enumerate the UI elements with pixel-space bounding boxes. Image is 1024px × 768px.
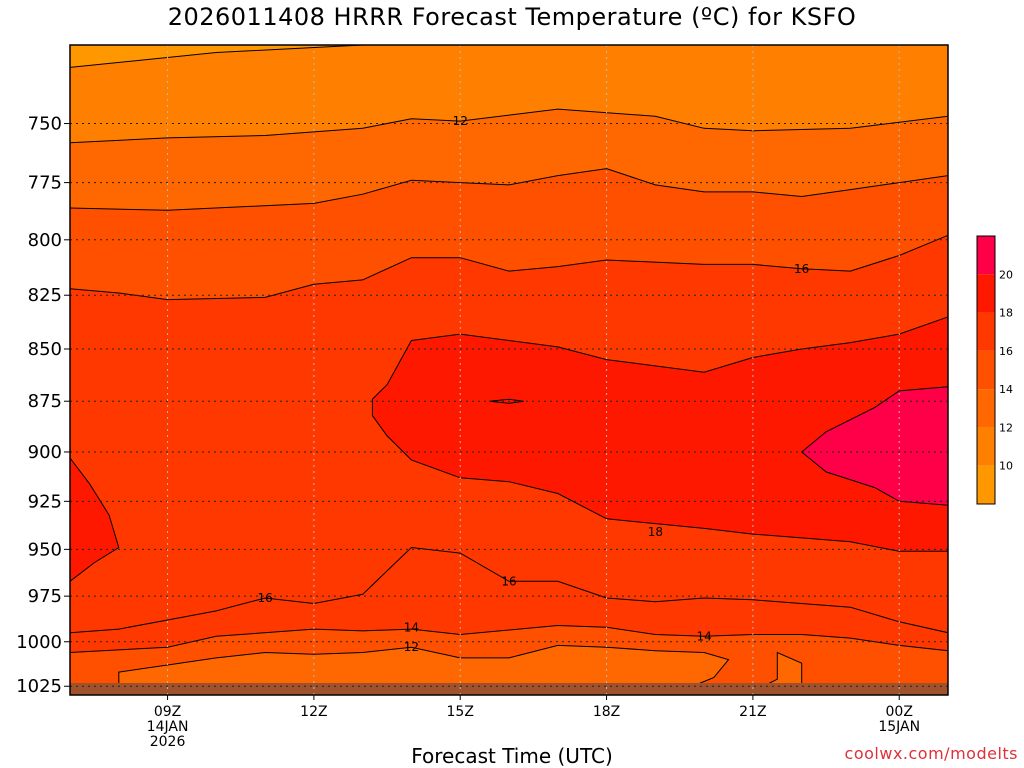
contour-label: 12 xyxy=(404,640,419,654)
y-tick-label: 1000 xyxy=(16,632,62,653)
isotherm-line xyxy=(69,108,949,144)
colorbar-frame xyxy=(976,235,996,505)
x-tick-label: 00Z xyxy=(886,704,913,720)
colorbar-tick-label: 10 xyxy=(999,460,1013,473)
y-tick-label: 850 xyxy=(28,339,62,360)
colorbar-tick-label: 14 xyxy=(999,383,1013,396)
isotherm-line xyxy=(69,168,949,211)
x-tick-label: 15Z xyxy=(447,704,474,720)
y-axis-ticks: 750 775 800 825 850 875 900 925 950 975 1000 1025 xyxy=(16,114,70,697)
temperature-region xyxy=(489,398,524,404)
contour-labels: 12 16 18 16 16 14 14 12 xyxy=(257,114,809,654)
y-tick-label: 875 xyxy=(28,391,62,412)
temperature-region-layer xyxy=(69,316,949,696)
contour-label: 16 xyxy=(257,591,272,605)
colorbar-segment xyxy=(977,274,995,313)
plot-frame xyxy=(69,44,949,696)
contour-label: 16 xyxy=(794,262,809,276)
contour-label: 16 xyxy=(501,574,516,588)
contour-label: 18 xyxy=(648,525,663,539)
contour-label: 14 xyxy=(696,629,711,643)
colorbar: 10 12 14 16 18 20 xyxy=(976,235,1013,505)
colorbar-tick-label: 12 xyxy=(999,421,1013,434)
credit-text: coolwx.com/modelts xyxy=(844,744,1018,763)
colorbar-segment xyxy=(977,350,995,390)
temperature-region xyxy=(371,316,949,552)
gridlines xyxy=(70,45,948,695)
x-tick-label: 18Z xyxy=(593,704,620,720)
temperature-region xyxy=(118,644,730,692)
chart-title: 2026011408 HRRR Forecast Temperature (ºC… xyxy=(167,3,857,31)
colorbar-segment xyxy=(977,389,995,428)
x-tick-label: 21Z xyxy=(739,704,766,720)
x-tick-label: 09Z xyxy=(154,704,181,720)
colorbar-tick-label: 18 xyxy=(999,307,1013,320)
colorbar-segment xyxy=(977,427,995,466)
x-axis-title: Forecast Time (UTC) xyxy=(411,744,613,768)
colorbar-segment xyxy=(977,312,995,351)
y-tick-label: 775 xyxy=(28,173,62,194)
y-tick-label: 825 xyxy=(28,285,62,306)
contour-label: 12 xyxy=(453,114,468,128)
x-tick-label: 12Z xyxy=(300,704,327,720)
y-tick-label: 800 xyxy=(28,230,62,251)
ground-strip xyxy=(70,683,948,695)
temperature-region xyxy=(800,386,949,506)
colorbar-tick-label: 20 xyxy=(999,268,1013,281)
y-tick-label: 950 xyxy=(28,539,62,560)
x-tick-label: 15JAN xyxy=(878,719,920,735)
contour-label: 14 xyxy=(404,620,419,634)
y-tick-label: 975 xyxy=(28,586,62,607)
y-tick-label: 900 xyxy=(28,442,62,463)
x-tick-label: 2026 xyxy=(150,734,186,750)
colorbar-tick-label: 16 xyxy=(999,345,1013,358)
colorbar-segment xyxy=(977,236,995,275)
x-tick-label: 14JAN xyxy=(147,719,189,735)
colorbar-segment xyxy=(977,465,995,504)
isotherm-line xyxy=(69,234,949,301)
y-tick-label: 750 xyxy=(28,114,62,135)
y-tick-label: 1025 xyxy=(16,676,62,697)
y-tick-label: 925 xyxy=(28,491,62,512)
